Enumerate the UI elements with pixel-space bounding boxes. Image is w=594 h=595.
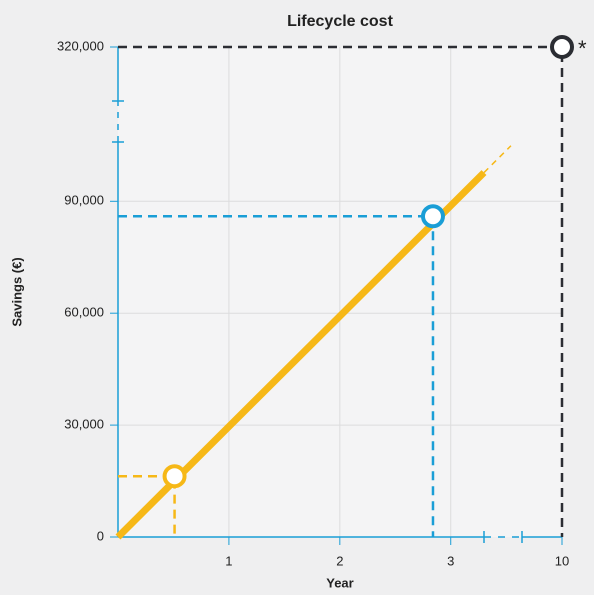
point: [550, 35, 574, 59]
annotation: *: [578, 36, 587, 61]
guide-line: [118, 214, 435, 537]
y-tick-label: 320,000: [57, 38, 104, 53]
point: [162, 464, 187, 489]
x-axis-label: Year: [326, 575, 353, 590]
guide-line: [118, 474, 176, 537]
point: [420, 204, 445, 229]
y-tick-label: 60,000: [64, 305, 104, 320]
x-tick-label: 10: [555, 553, 569, 568]
chart-title: Lifecycle cost: [287, 13, 394, 30]
y-axis-label: Savings (€): [9, 257, 24, 326]
y-tick-label: 0: [97, 528, 104, 543]
y-tick-label: 90,000: [64, 193, 104, 208]
x-tick-label: 3: [447, 553, 454, 568]
y-tick-label: 30,000: [64, 417, 104, 432]
x-tick-label: 2: [336, 553, 343, 568]
x-tick-label: 1: [225, 553, 232, 568]
